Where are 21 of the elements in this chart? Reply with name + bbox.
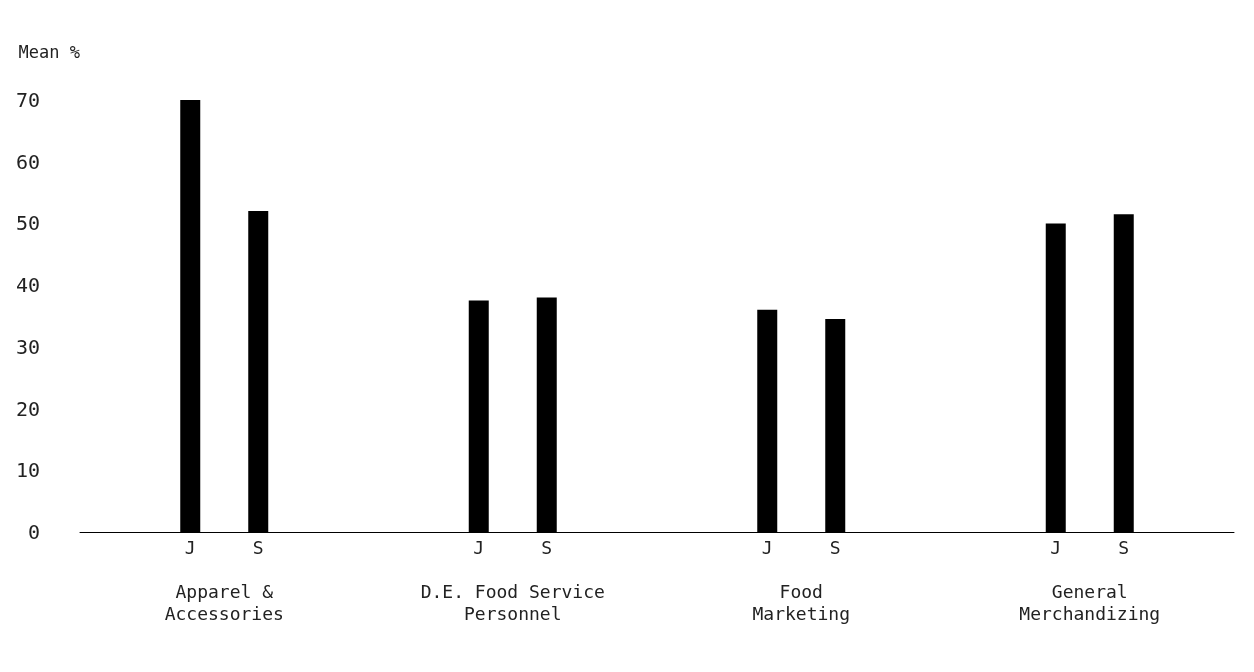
text: J [761,536,773,558]
x-tick-label: Food Marketing [752,580,851,624]
y-tick-label: 50 [15,211,40,236]
text: S [829,536,841,558]
x-tick-label: D.E. Food Service Personnel [420,580,605,624]
y-tick-label: 70 [15,88,40,112]
x-tick-label: General Merchandizing [1019,580,1161,624]
series-label: J [184,536,196,558]
y-tick-label: 40 [15,273,40,298]
y-tick-label: 30 [15,334,40,359]
text: S [541,536,553,558]
x-tick-label: Apparel & Accessories [164,580,284,624]
text: J [473,536,485,558]
y-tick-label: 10 [15,458,40,483]
y-tick-label: 0 [27,520,40,544]
series-label: S [252,536,264,558]
y-tick-label: 20 [15,396,40,421]
y-tick-label: 60 [15,149,40,174]
text: S [1118,536,1130,558]
y-axis-title: Mean % [18,41,80,62]
text: J [1050,536,1062,558]
